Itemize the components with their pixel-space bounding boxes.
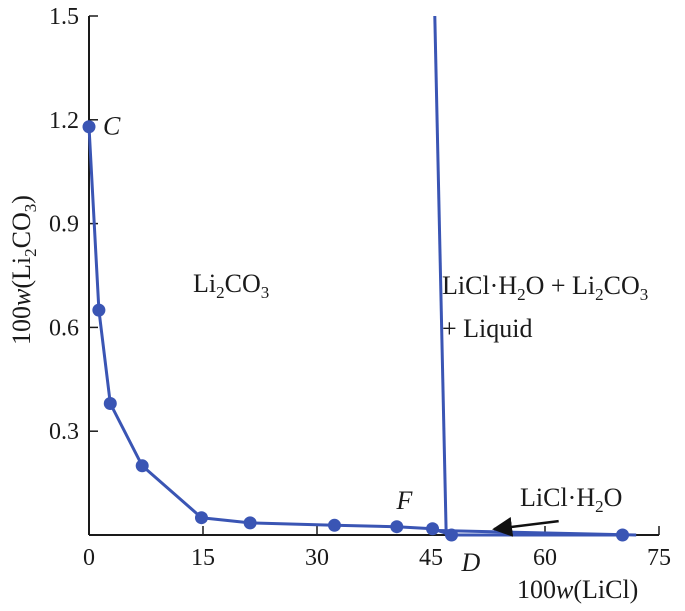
x-tick-label: 60	[533, 545, 557, 571]
y-tick-label: 0.6	[49, 315, 79, 341]
x-axis-title: 100w(LiCl)	[517, 575, 638, 604]
data-point	[92, 303, 106, 317]
data-point	[243, 516, 257, 530]
data-point	[445, 528, 459, 542]
x-tick-label: 45	[419, 545, 443, 571]
y-tick-label: 0.3	[49, 419, 79, 445]
y-tick-label: 1.5	[49, 4, 79, 30]
data-point	[426, 522, 440, 536]
series-line-1	[433, 15, 448, 536]
point-label-c: C	[103, 112, 121, 141]
series-line-2	[438, 529, 637, 537]
series-line-0	[87, 126, 623, 537]
x-tick-label: 75	[647, 545, 671, 571]
point-label-f: F	[396, 486, 414, 515]
x-tick-label: 30	[305, 545, 329, 571]
region-label-three-phase-line2: + Liquid	[442, 314, 533, 343]
y-axis-title: 100w(Li2CO3)	[7, 195, 40, 345]
data-point	[327, 518, 341, 532]
region-label-li2co3: Li2CO3	[193, 269, 269, 302]
data-point	[82, 120, 96, 134]
points-layer: C F D	[82, 112, 630, 577]
point-label-d: D	[461, 548, 481, 577]
ticks: 0 15 30 45 60 75 0.3 0.6 0.9 1.2 1.5	[49, 4, 671, 571]
region-label-three-phase-line1: LiCl·H2O + Li2CO3	[442, 271, 648, 304]
data-point	[390, 520, 404, 534]
x-tick-label: 15	[191, 545, 215, 571]
x-tick-label: 0	[83, 545, 95, 571]
annotation-arrow	[492, 516, 559, 537]
data-point	[194, 511, 208, 525]
y-tick-label: 0.9	[49, 212, 79, 238]
data-point	[135, 459, 149, 473]
y-tick-label: 1.2	[49, 108, 79, 134]
data-point	[616, 528, 630, 542]
region-label-licl-h2o: LiCl·H2O	[520, 483, 622, 516]
data-point	[103, 397, 117, 411]
